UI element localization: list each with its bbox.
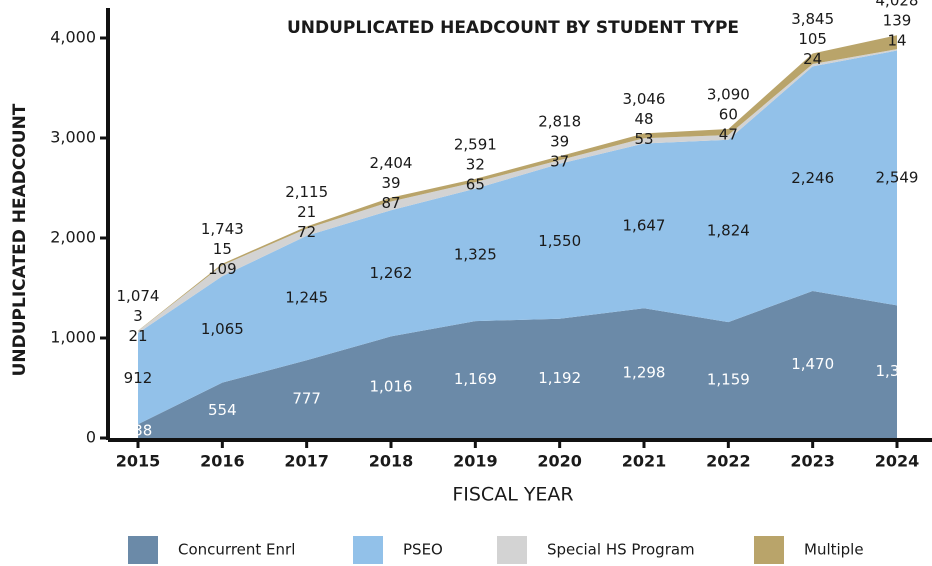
data-label: 15 (213, 240, 232, 258)
x-axis-title: FISCAL YEAR (452, 484, 573, 506)
y-tick-label: 1,000 (50, 328, 96, 347)
data-label: 32 (466, 155, 485, 173)
area (138, 291, 897, 438)
data-label: 1,824 (707, 221, 750, 239)
legend-label: PSEO (403, 541, 443, 559)
x-tick-label: 2017 (284, 452, 329, 471)
data-label: 21 (128, 327, 147, 345)
data-label: 109 (208, 260, 237, 278)
x-tick-label: 2023 (790, 452, 835, 471)
x-tick-label: 2022 (706, 452, 751, 471)
data-label: 1,245 (285, 289, 328, 307)
total-label: 3,090 (707, 86, 750, 104)
data-label: 1,159 (707, 371, 750, 389)
legend-item: Concurrent Enrl (128, 536, 295, 564)
data-label: 3 (133, 307, 143, 325)
data-label: 72 (297, 223, 316, 241)
total-label: 3,046 (623, 90, 666, 108)
legend-label: Concurrent Enrl (178, 541, 295, 559)
total-label: 1,074 (117, 287, 160, 305)
x-tick-label: 2019 (453, 452, 498, 471)
data-label: 1,550 (538, 232, 581, 250)
y-tick-label: 3,000 (50, 128, 96, 147)
data-label: 39 (550, 133, 569, 151)
legend-swatch (497, 536, 527, 564)
data-label: 2,246 (791, 169, 834, 187)
y-tick-label: 0 (86, 428, 96, 447)
data-label: 912 (124, 369, 153, 387)
x-tick-label: 2016 (200, 452, 245, 471)
legend-item: Multiple (754, 536, 864, 564)
x-tick-label: 2020 (537, 452, 582, 471)
data-label: 1,470 (791, 355, 834, 373)
data-label: 554 (208, 401, 237, 419)
data-label: 777 (292, 390, 321, 408)
data-label: 37 (550, 153, 569, 171)
areas (138, 35, 897, 438)
chart-title: UNDUPLICATED HEADCOUNT BY STUDENT TYPE (287, 18, 739, 38)
legend-item: PSEO (353, 536, 443, 564)
legend-label: Special HS Program (547, 541, 695, 559)
data-label: 1,262 (370, 264, 413, 282)
area (138, 50, 897, 425)
data-label: 1,016 (370, 378, 413, 396)
total-label: 3,845 (791, 10, 834, 28)
data-label: 39 (381, 174, 400, 192)
data-label: 1,192 (538, 369, 581, 387)
legend-swatch (754, 536, 784, 564)
x-tick-label: 2018 (369, 452, 414, 471)
data-label: 1,647 (623, 216, 666, 234)
data-label: 1,169 (454, 370, 497, 388)
data-label: 2,549 (876, 168, 919, 186)
total-label: 1,743 (201, 220, 244, 238)
data-label: 21 (297, 203, 316, 221)
legend-label: Multiple (804, 541, 864, 559)
data-label: 47 (719, 126, 738, 144)
data-label: 138 (124, 422, 153, 440)
data-label: 60 (719, 106, 738, 124)
total-label: 2,404 (370, 154, 413, 172)
legend-swatch (128, 536, 158, 564)
data-label: 1,065 (201, 320, 244, 338)
x-tick-label: 2015 (116, 452, 161, 471)
data-label: 53 (634, 130, 653, 148)
total-label: 2,115 (285, 183, 328, 201)
y-axis-title: UNDUPLICATED HEADCOUNT (10, 103, 30, 376)
total-label: 4,028 (876, 0, 919, 10)
legend-swatch (353, 536, 383, 564)
data-label: 139 (883, 12, 912, 30)
data-label: 87 (381, 194, 400, 212)
data-label: 105 (798, 30, 827, 48)
data-label: 1,298 (623, 364, 666, 382)
y-tick-label: 2,000 (50, 228, 96, 247)
data-label: 48 (634, 110, 653, 128)
x-tick-label: 2021 (622, 452, 667, 471)
data-label: 65 (466, 175, 485, 193)
legend-item: Special HS Program (497, 536, 695, 564)
total-label: 2,818 (538, 113, 581, 131)
data-label: 24 (803, 50, 822, 68)
data-label: 1,325 (454, 245, 497, 263)
x-tick-label: 2024 (875, 452, 920, 471)
y-tick-label: 4,000 (50, 28, 96, 47)
data-label: 1,326 (876, 362, 919, 380)
total-label: 2,591 (454, 135, 497, 153)
data-label: 14 (887, 32, 906, 50)
